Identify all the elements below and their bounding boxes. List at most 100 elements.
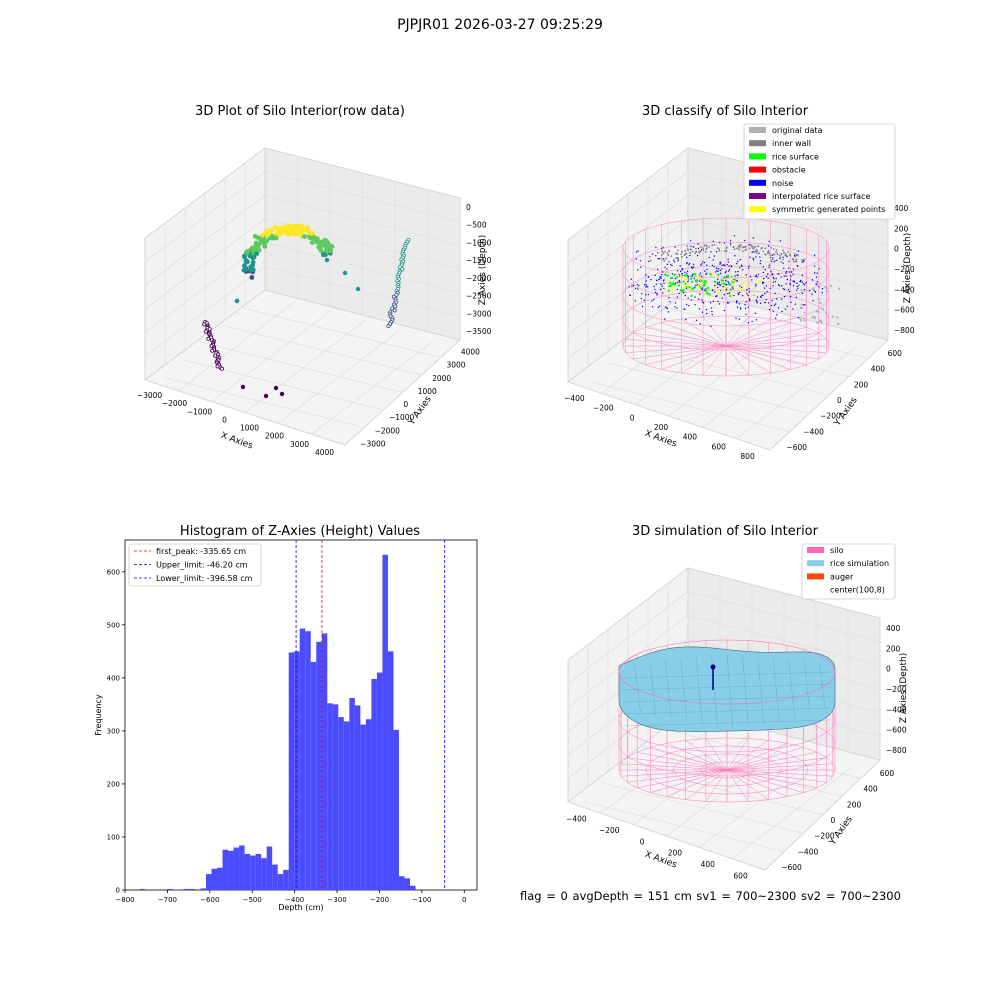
panel2-wall-point [760, 247, 763, 250]
panel2-symmetric-point [762, 290, 765, 293]
panel2-wall-point [733, 248, 736, 251]
panel2-legend-swatch [749, 166, 766, 173]
panel2-noise-point [722, 264, 725, 266]
panel3-bar [354, 705, 361, 890]
panel2-original-point [803, 311, 806, 314]
panel2-wall-point [702, 247, 704, 250]
panel2-noise-point [666, 268, 668, 270]
panel2-noise-point [653, 298, 655, 301]
panel2-noise-point [656, 279, 658, 282]
panel2-wall-point [738, 244, 741, 247]
panel2-noise-point [759, 302, 762, 304]
panel2-noise-point [745, 313, 747, 316]
panel2-noise-point [705, 288, 707, 290]
panel3-bar [217, 867, 223, 890]
panel2-noise-point [637, 288, 639, 290]
panel2-noise-point [711, 264, 714, 267]
panel2-noise-point [741, 265, 743, 268]
panel2-rice-point [703, 281, 706, 285]
panel1-point [272, 224, 278, 230]
panel2-noise-point [654, 288, 656, 291]
panel2-noise-point [790, 271, 793, 273]
p4-ztick: −800 [886, 746, 907, 755]
panel1-point [268, 227, 274, 233]
panel2-wall-point [716, 247, 719, 250]
p1-ztick: −1000 [466, 238, 492, 247]
panel2-noise-point [792, 268, 794, 270]
panel2-noise-point [776, 314, 778, 316]
panel1-point [206, 336, 211, 341]
panel2-noise-point [651, 253, 654, 255]
panel4-silo-spoke [637, 769, 728, 789]
panel2-noise-point [759, 262, 761, 265]
panel2-silo-spoke [645, 327, 727, 347]
panel2-noise-point [663, 282, 665, 284]
panel3-bar [387, 651, 394, 890]
panel2-noise-point [734, 271, 737, 273]
panel2-wall-point [784, 254, 787, 257]
panel2-noise-point [717, 300, 719, 302]
panel2-wall-point [681, 250, 684, 253]
panel2-symmetric-point [698, 275, 701, 278]
panel2-noise-point [716, 267, 718, 269]
panel2-noise-point [747, 267, 750, 269]
panel2-noise-point [792, 280, 794, 282]
panel1-point [273, 385, 279, 391]
panel2-noise-point [768, 264, 771, 266]
panel2-wall-point [797, 254, 799, 257]
panel3-xtick: −200 [370, 896, 389, 904]
panel2-noise-point [723, 242, 726, 244]
panel2-wall-point [785, 254, 788, 257]
panel2-rice-point [690, 280, 694, 284]
panel2-noise-point [796, 265, 798, 267]
panel2-noise-point [736, 262, 738, 265]
panel2-noise-point [777, 284, 780, 286]
panel2-noise-point [718, 241, 721, 244]
panel2-noise-point [733, 294, 735, 297]
panel3-bar [338, 717, 344, 890]
panel2-noise-point [755, 283, 757, 286]
panel2-noise-point [689, 240, 692, 242]
panel2-wall-point [792, 260, 795, 263]
panel1-point [252, 233, 258, 239]
panel1-point [270, 235, 276, 241]
panel2-noise-point [688, 304, 690, 307]
panel4-zlabel: Z Axies (Depth) [899, 653, 909, 724]
panel2-noise-point [727, 281, 729, 283]
panel2-noise-point [801, 261, 804, 263]
panel2-noise-point [803, 288, 806, 291]
panel2-noise-point [738, 267, 741, 269]
panel2-noise-point [780, 253, 783, 255]
panel2-noise-point [641, 305, 644, 308]
panel2-noise-point [776, 298, 778, 300]
panel2-silo-spoke [725, 318, 771, 347]
panel2-noise-point [770, 304, 773, 307]
panel2-noise-point [767, 302, 770, 304]
panel2-noise-point [668, 297, 670, 299]
panel2-noise-point [661, 273, 663, 276]
panel3-ytick: 0 [116, 887, 120, 895]
panel2-noise-point [754, 312, 757, 315]
panel2-noise-point [782, 287, 785, 290]
panel2-wall-point [666, 252, 669, 255]
panel3-bar [250, 855, 256, 890]
p4-ztick: 0 [886, 665, 891, 674]
panel4-silo-spoke [621, 769, 728, 777]
panel2-noise-point [645, 294, 647, 296]
panel2-silo-spoke [725, 327, 807, 347]
p4-xtick: −400 [566, 815, 587, 824]
panel2-noise-point [749, 256, 751, 258]
panel2-noise-point [770, 260, 773, 262]
panel2-noise-point [785, 271, 788, 273]
panel2-symmetric-point [718, 289, 721, 292]
p4-ytick: 0 [831, 816, 836, 825]
panel2-noise-point [693, 266, 695, 268]
panel3-bar [283, 869, 289, 890]
panel2-wall-point [754, 245, 757, 248]
panel2-noise-point [761, 294, 763, 297]
panel4-mesh-line [742, 655, 749, 728]
panel3-bar [327, 703, 333, 890]
panel2-noise-point [662, 292, 664, 294]
panel2-noise-point [718, 303, 721, 305]
panel2-symmetric-point [686, 285, 689, 288]
